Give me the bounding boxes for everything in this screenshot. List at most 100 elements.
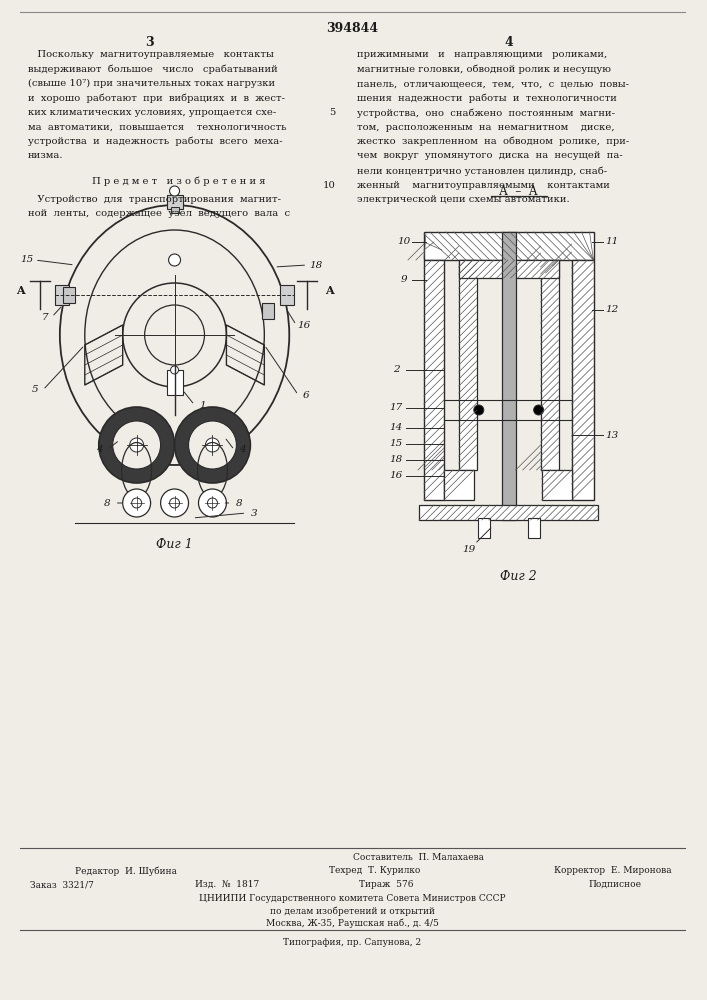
Text: нели концентрично установлен цилиндр, снаб-: нели концентрично установлен цилиндр, сн… [357, 166, 607, 176]
Text: по делам изобретений и открытий: по делам изобретений и открытий [269, 906, 435, 916]
Text: 14: 14 [390, 424, 402, 432]
Bar [167, 195, 182, 209]
Text: жестко  закрепленном  на  обводном  ролике,  при-: жестко закрепленном на обводном ролике, … [357, 137, 629, 146]
Text: 5: 5 [32, 385, 38, 394]
Text: ЦНИИПИ Государственного комитета Совета Министров СССР: ЦНИИПИ Государственного комитета Совета … [199, 894, 506, 903]
Text: 18: 18 [310, 260, 323, 269]
Bar [280, 285, 294, 305]
Text: ма  автоматики,  повышается    технологичность: ма автоматики, повышается технологичност… [28, 122, 286, 131]
Text: (свыше 10⁷) при значительных токах нагрузки: (свыше 10⁷) при значительных токах нагру… [28, 79, 275, 88]
Text: 15: 15 [390, 440, 402, 448]
Text: чем  вокруг  упомянутого  диска  на  несущей  па-: чем вокруг упомянутого диска на несущей … [357, 151, 623, 160]
Text: и  хорошо  работают  при  вибрациях  и  в  жест-: и хорошо работают при вибрациях и в жест… [28, 94, 285, 103]
Text: Изд.  №  1817: Изд. № 1817 [194, 880, 259, 889]
Text: том,  расположенным  на  немагнитном    диске,: том, расположенным на немагнитном диске, [357, 122, 614, 131]
Text: ких климатических условиях, упрощается схе-: ких климатических условиях, упрощается с… [28, 108, 276, 117]
Circle shape [170, 366, 179, 374]
Circle shape [207, 498, 218, 508]
Text: 1: 1 [199, 400, 206, 410]
Text: 18: 18 [390, 456, 402, 464]
Text: 6: 6 [303, 390, 310, 399]
Text: Фиг 2: Фиг 2 [501, 570, 537, 583]
Text: 16: 16 [390, 472, 402, 481]
Circle shape [112, 421, 160, 469]
Text: Фиг 1: Фиг 1 [156, 538, 193, 551]
Text: 8: 8 [103, 498, 110, 508]
Text: электрической цепи схемы автоматики.: электрической цепи схемы автоматики. [357, 195, 570, 204]
Text: панель,  отличающееся,  тем,  что,  с  целью  повы-: панель, отличающееся, тем, что, с целью … [357, 79, 629, 88]
Text: Устройство  для  транспортирования  магнит-: Устройство для транспортирования магнит- [28, 194, 281, 204]
Text: 8: 8 [236, 498, 243, 508]
Circle shape [189, 421, 236, 469]
Text: Корректор  Е. Миронова: Корректор Е. Миронова [554, 866, 671, 875]
Circle shape [170, 498, 180, 508]
Circle shape [129, 438, 144, 452]
Text: П р е д м е т   и з о б р е т е н и я: П р е д м е т и з о б р е т е н и я [92, 176, 265, 186]
Text: 17: 17 [390, 403, 402, 412]
Text: 7: 7 [42, 312, 48, 322]
Text: устройства,  оно  снабжено  постоянным  магни-: устройства, оно снабжено постоянным магн… [357, 108, 615, 117]
Bar [502, 232, 515, 520]
Bar [55, 285, 69, 305]
Circle shape [99, 407, 175, 483]
Text: 12: 12 [604, 306, 618, 314]
Text: 4: 4 [504, 36, 513, 49]
Bar [478, 518, 490, 538]
Bar [571, 260, 593, 500]
Bar [424, 260, 444, 500]
Text: Поскольку  магнитоуправляемые   контакты: Поскольку магнитоуправляемые контакты [28, 50, 274, 59]
Text: 3: 3 [146, 36, 154, 49]
Bar [419, 505, 599, 520]
Bar [170, 207, 179, 213]
Text: 19: 19 [462, 546, 475, 554]
Bar [262, 303, 274, 319]
Circle shape [534, 405, 544, 415]
Text: A: A [325, 284, 334, 296]
Circle shape [474, 405, 484, 415]
Circle shape [175, 407, 250, 483]
Bar [459, 260, 559, 278]
Bar [542, 470, 571, 500]
Text: женный    магнитоуправляемыми    контактами: женный магнитоуправляемыми контактами [357, 180, 610, 190]
Text: А  –  А: А – А [499, 185, 538, 198]
Circle shape [206, 438, 219, 452]
Text: 13: 13 [604, 430, 618, 440]
Circle shape [168, 254, 180, 266]
Circle shape [123, 489, 151, 517]
Text: низма.: низма. [28, 151, 64, 160]
Text: 5: 5 [329, 108, 335, 117]
Text: 3: 3 [251, 508, 257, 518]
Text: 11: 11 [604, 237, 618, 246]
Text: 9: 9 [401, 275, 407, 284]
Text: Техред  Т. Курилко: Техред Т. Курилко [329, 866, 421, 875]
Text: 2: 2 [392, 365, 399, 374]
Text: Составитель  П. Малахаева: Составитель П. Малахаева [354, 853, 484, 862]
Text: Редактор  И. Шубина: Редактор И. Шубина [75, 866, 177, 876]
Bar [444, 470, 474, 500]
Bar [424, 232, 593, 260]
Text: A: A [16, 284, 24, 296]
Text: Тираж  576: Тираж 576 [359, 880, 414, 889]
Text: 10: 10 [322, 180, 335, 190]
Text: Подписное: Подписное [588, 880, 641, 889]
Circle shape [160, 489, 189, 517]
Text: 16: 16 [298, 320, 311, 330]
Bar [63, 287, 75, 303]
Circle shape [132, 498, 141, 508]
Text: 15: 15 [21, 255, 33, 264]
Text: Типография, пр. Сапунова, 2: Типография, пр. Сапунова, 2 [283, 938, 421, 947]
Bar [541, 260, 559, 470]
Circle shape [170, 186, 180, 196]
Bar [527, 518, 539, 538]
Text: 394844: 394844 [326, 22, 378, 35]
Text: ной  ленты,  содержащее  узел  ведущего  вала  с: ной ленты, содержащее узел ведущего вала… [28, 209, 290, 218]
Text: шения  надежности  работы  и  технологичности: шения надежности работы и технологичност… [357, 94, 617, 103]
Circle shape [199, 489, 226, 517]
Text: 4: 4 [239, 446, 246, 454]
Text: Москва, Ж-35, Раушская наб., д. 4/5: Москва, Ж-35, Раушская наб., д. 4/5 [266, 918, 438, 928]
Text: прижимными   и   направляющими   роликами,: прижимными и направляющими роликами, [357, 50, 607, 59]
Text: 10: 10 [397, 237, 411, 246]
Text: магнитные головки, обводной ролик и несущую: магнитные головки, обводной ролик и несу… [357, 64, 611, 74]
Text: выдерживают  большое   число   срабатываний: выдерживают большое число срабатываний [28, 64, 278, 74]
Text: Заказ  3321/7: Заказ 3321/7 [30, 880, 94, 889]
